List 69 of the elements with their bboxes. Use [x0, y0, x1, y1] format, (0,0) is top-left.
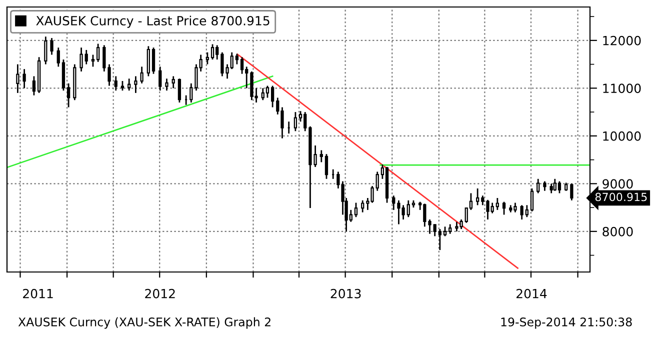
annotation: 8700.915	[595, 192, 647, 202]
candlestick	[481, 194, 484, 206]
candlestick	[502, 201, 506, 216]
candlestick	[32, 76, 36, 96]
candlestick	[96, 43, 100, 63]
candlestick	[120, 80, 124, 92]
candlestick	[165, 78, 168, 92]
candlestick	[294, 111, 298, 132]
x-tick-label: 2014	[516, 288, 547, 298]
text: 19-Sep-2014 21:50:38	[501, 317, 632, 329]
text: XAUSEK Curncy (XAU-SEK X-RATE) Graph 2	[18, 317, 270, 329]
candlestick	[206, 52, 210, 65]
candlestick	[56, 46, 60, 68]
y-tick-label: 9000	[602, 179, 633, 189]
candlestick	[361, 200, 364, 214]
candlestick	[66, 82, 70, 108]
candlestick	[235, 53, 239, 65]
candlestick	[392, 194, 396, 211]
candlestick	[354, 202, 358, 218]
candlestick	[134, 76, 138, 94]
candlestick	[172, 76, 175, 89]
legend-label: XAUSEK Curncy - Last Price 8700.915	[36, 16, 270, 28]
candlestick	[324, 153, 328, 180]
candlestick	[550, 182, 553, 194]
y-tick-label: 10000	[603, 131, 641, 141]
y-tick-label: 12000	[603, 36, 641, 46]
candlestick	[108, 64, 111, 86]
candlestick	[114, 76, 118, 92]
candlestick	[428, 218, 432, 234]
candlestick	[102, 44, 106, 72]
candlestick	[140, 66, 144, 84]
candlestick	[406, 200, 410, 218]
candlestick	[152, 46, 156, 75]
candlestick	[80, 46, 83, 72]
candlestick	[376, 171, 379, 192]
candlestick	[543, 180, 546, 192]
candlestick	[128, 78, 131, 92]
candlestick	[210, 44, 214, 60]
x-tick-label: 2012	[145, 288, 175, 298]
candlestick	[158, 66, 162, 92]
candlestick	[190, 82, 193, 104]
candlestick	[443, 226, 447, 237]
candlestick	[558, 180, 562, 194]
candlestick	[91, 54, 95, 68]
candlestick	[84, 49, 88, 65]
candlestick	[44, 36, 48, 65]
candlestick	[50, 37, 54, 56]
candlestick	[433, 224, 436, 237]
candlestick	[525, 204, 528, 218]
candlestick	[320, 150, 323, 163]
x-tick-label: 2013	[330, 288, 361, 298]
x-tick-label: 2011	[23, 288, 53, 298]
candlestick	[266, 85, 270, 98]
candlestick	[496, 197, 499, 211]
y-tick-label: 8000	[602, 226, 633, 236]
candlestick	[438, 228, 442, 251]
candlestick	[476, 188, 480, 206]
candlestick	[22, 68, 26, 89]
y-tick-label: 11000	[603, 84, 641, 94]
candlestick	[16, 64, 20, 94]
candlestick	[146, 45, 150, 77]
candlestick	[536, 178, 540, 194]
candlestick	[448, 224, 452, 234]
candlestick	[570, 182, 574, 202]
candlestick	[520, 204, 524, 220]
candlestick	[240, 56, 244, 75]
candlestick	[178, 78, 182, 104]
candlestick	[530, 188, 534, 212]
candlestick	[270, 85, 274, 108]
